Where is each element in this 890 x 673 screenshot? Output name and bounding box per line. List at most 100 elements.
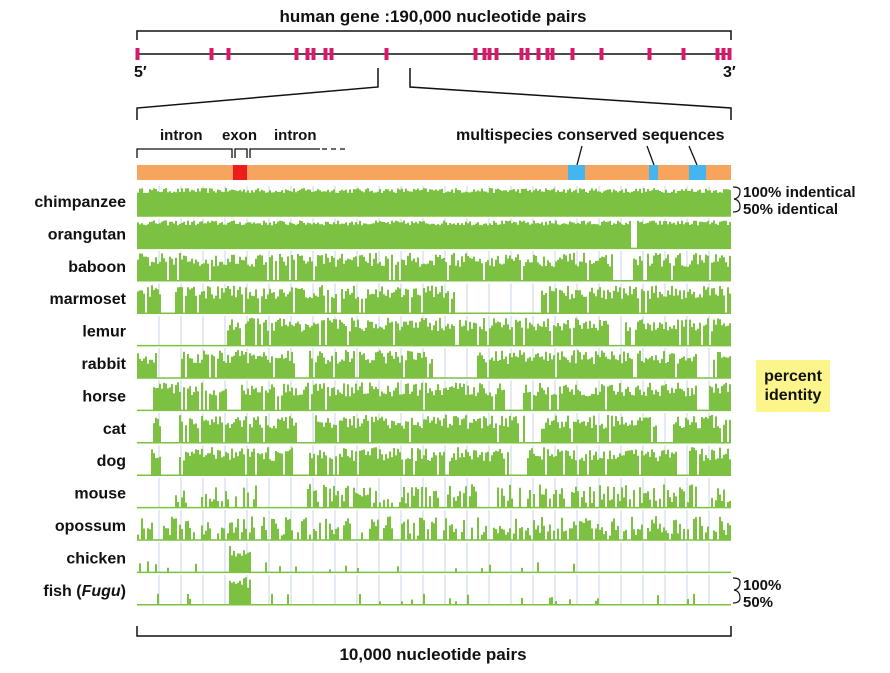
percent-identity-legend: percent identity — [756, 360, 830, 412]
gene-exon-marker — [226, 48, 231, 60]
gene-exon-marker — [329, 48, 334, 60]
species-track: opossum — [55, 510, 731, 541]
identity-profile — [227, 317, 731, 346]
species-label: rabbit — [82, 356, 127, 373]
identity-profile — [137, 350, 731, 378]
intron-right-label: intron — [274, 127, 317, 144]
identity-profile — [137, 252, 731, 281]
gene-exon-marker — [305, 48, 310, 60]
species-label: cat — [103, 421, 127, 438]
species-label: fish (Fugu) — [43, 583, 126, 600]
gene-exon-marker — [721, 48, 726, 60]
gene-exon-marker — [727, 48, 732, 60]
species-label: mouse — [74, 486, 126, 503]
gene-exon-marker — [323, 48, 328, 60]
gene-exon-marker — [599, 48, 604, 60]
species-track: chimpanzee — [34, 186, 731, 217]
gene-exon-marker — [647, 48, 652, 60]
species-track: cat — [103, 412, 731, 444]
intron-bar — [137, 165, 731, 180]
species-label: lemur — [82, 324, 126, 341]
identity-profile — [157, 577, 695, 605]
gene-exon-marker — [311, 48, 316, 60]
scale-bracket-bottom — [136, 626, 732, 637]
gene-exon-marker — [519, 48, 524, 60]
identity-profile — [153, 414, 731, 443]
identity-profile — [137, 516, 731, 540]
species-label: marmoset — [50, 291, 127, 308]
conserved-block — [689, 165, 706, 180]
conserved-sequences-label: multispecies conserved sequences — [456, 127, 725, 144]
species-label: orangutan — [48, 226, 126, 243]
species-label: horse — [82, 388, 126, 405]
species-track: lemur — [82, 315, 731, 347]
gene-exon-marker — [570, 48, 575, 60]
conserved-pointer-1 — [576, 145, 583, 166]
species-track: dog — [97, 445, 731, 476]
species-label: opossum — [55, 518, 126, 535]
scale-bottom-100-label: 100% — [743, 577, 781, 594]
species-track: horse — [82, 380, 731, 412]
gene-title: human gene :190,000 nucleotide pairs — [279, 7, 586, 26]
identity-profile — [153, 382, 731, 411]
gene-exon-marker — [545, 48, 550, 60]
gene-exon-marker — [487, 48, 492, 60]
gene-exon-marker — [525, 48, 530, 60]
gene-exon-marker — [294, 48, 299, 60]
species-label: dog — [97, 453, 126, 470]
gene-exon-marker — [536, 48, 541, 60]
conserved-pointer-3 — [688, 145, 698, 166]
intron-right-bracket — [249, 148, 320, 158]
species-track: baboon — [68, 250, 731, 282]
gene-exon-marker — [384, 48, 389, 60]
conserved-block — [649, 165, 658, 180]
legend-line-1: percent — [764, 368, 822, 385]
scale-top-100-label: 100% indentical — [743, 184, 856, 201]
species-track: marmoset — [50, 283, 731, 314]
species-track: fish (Fugu) — [43, 574, 731, 606]
identity-profile — [139, 546, 575, 573]
species-label: chicken — [66, 550, 126, 567]
conserved-block — [568, 165, 585, 180]
species-track: orangutan — [48, 218, 731, 250]
scale-brace-top — [732, 186, 741, 213]
exon-bracket — [234, 148, 248, 158]
exon-block — [233, 165, 247, 180]
zoom-line-left — [136, 68, 379, 120]
identity-profile — [137, 188, 731, 216]
species-label: chimpanzee — [34, 194, 126, 211]
scale-brace-bottom — [732, 577, 741, 604]
identity-profile — [137, 285, 731, 314]
five-prime-label: 5′ — [134, 64, 147, 81]
conserved-pointer-2 — [646, 145, 655, 166]
gene-exon-marker — [715, 48, 720, 60]
gene-bracket — [136, 30, 732, 40]
gene-exon-marker — [681, 48, 686, 60]
intron-left-bracket — [136, 148, 233, 158]
legend-line-2: identity — [764, 387, 822, 404]
species-track: mouse — [74, 477, 731, 509]
species-label: baboon — [68, 259, 126, 276]
scale-bottom-50-label: 50% — [743, 594, 773, 611]
identity-profile — [151, 447, 731, 476]
identity-profile — [175, 484, 731, 508]
gene-exon-marker — [482, 48, 487, 60]
species-track: chicken — [66, 542, 731, 574]
gene-exon-marker — [209, 48, 214, 60]
intron-left-label: intron — [160, 127, 203, 144]
exon-markers — [135, 48, 732, 60]
gene-exon-marker — [473, 48, 478, 60]
three-prime-label: 3′ — [723, 64, 736, 81]
identity-profile — [137, 220, 731, 249]
gene-exon-marker — [550, 48, 555, 60]
exon-label: exon — [222, 127, 257, 144]
gene-exon-marker — [135, 48, 140, 60]
scale-top-50-label: 50% identical — [743, 201, 838, 218]
species-track: rabbit — [82, 348, 731, 379]
gene-exon-marker — [494, 48, 499, 60]
species-tracks: chimpanzee orangutan baboon marmoset lemur ra… — [34, 186, 731, 606]
scale-bottom-label: 10,000 nucleotide pairs — [339, 645, 526, 664]
zoom-line-right — [409, 68, 732, 120]
